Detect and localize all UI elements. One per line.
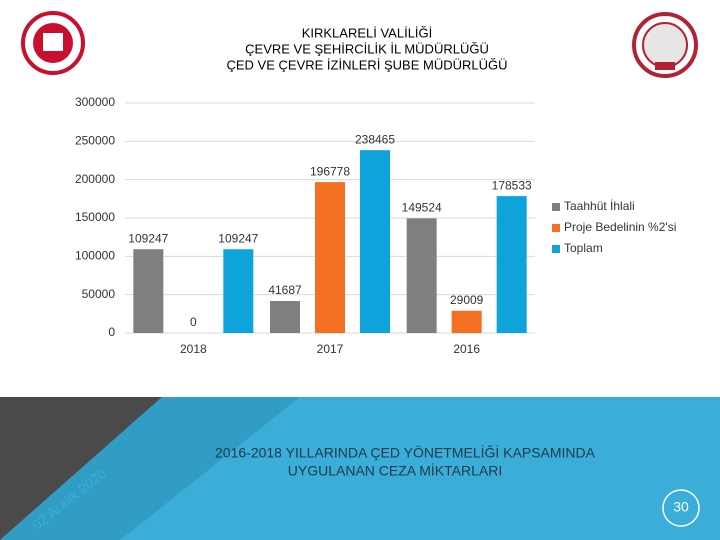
bar: [496, 196, 527, 333]
data-label: 109247: [128, 231, 168, 245]
page-number: 30: [673, 499, 689, 515]
legend-label: Taahhüt İhlali: [564, 199, 635, 213]
data-label: 29009: [450, 293, 484, 307]
data-label: 196778: [310, 164, 350, 178]
data-label: 41687: [268, 283, 302, 297]
legend-swatch: [552, 203, 560, 211]
y-tick-label: 100000: [75, 249, 115, 263]
bar: [360, 150, 390, 333]
x-tick-label: 2016: [453, 342, 480, 356]
data-label: 238465: [355, 132, 395, 146]
y-tick-label: 0: [108, 325, 115, 339]
bar: [223, 249, 254, 333]
header-line: ÇED VE ÇEVRE İZİNLERİ ŞUBE MÜDÜRLÜĞÜ: [227, 57, 508, 72]
bar: [406, 218, 437, 333]
bar: [270, 301, 300, 333]
bar: [133, 249, 164, 333]
data-label: 178533: [492, 178, 532, 192]
x-tick-label: 2017: [317, 342, 344, 356]
caption: UYGULANAN CEZA MİKTARLARI: [288, 462, 502, 479]
caption: 2016-2018 YILLARINDA ÇED YÖNETMELİĞİ KAP…: [215, 444, 596, 461]
page-number-circle: [662, 489, 700, 527]
legend-swatch: [552, 224, 560, 232]
logo-right: [632, 12, 698, 78]
y-tick-label: 200000: [75, 172, 115, 186]
legend-label: Toplam: [564, 241, 603, 255]
data-label: 0: [190, 315, 197, 329]
chart: 0 50000 100000 150000 200000 250000 300000 2018…: [75, 95, 676, 356]
bottom-stripe: [0, 397, 300, 540]
header-line: KIRKLARELİ VALİLİĞİ: [302, 25, 433, 40]
logo-left: [21, 11, 85, 75]
data-label: 149524: [402, 201, 442, 215]
bar: [315, 182, 345, 333]
y-tick-label: 250000: [75, 134, 115, 148]
y-tick-label: 50000: [82, 287, 116, 301]
data-label: 109247: [218, 231, 258, 245]
legend-label: Proje Bedelinin %2'si: [564, 220, 676, 234]
x-tick-label: 2018: [180, 342, 207, 356]
bar: [451, 310, 482, 333]
y-tick-label: 300000: [75, 95, 115, 109]
header-line: ÇEVRE VE ŞEHİRCİLİK İL MÜDÜRLÜĞÜ: [245, 41, 489, 56]
legend-swatch: [552, 245, 560, 253]
y-tick-label: 150000: [75, 210, 115, 224]
